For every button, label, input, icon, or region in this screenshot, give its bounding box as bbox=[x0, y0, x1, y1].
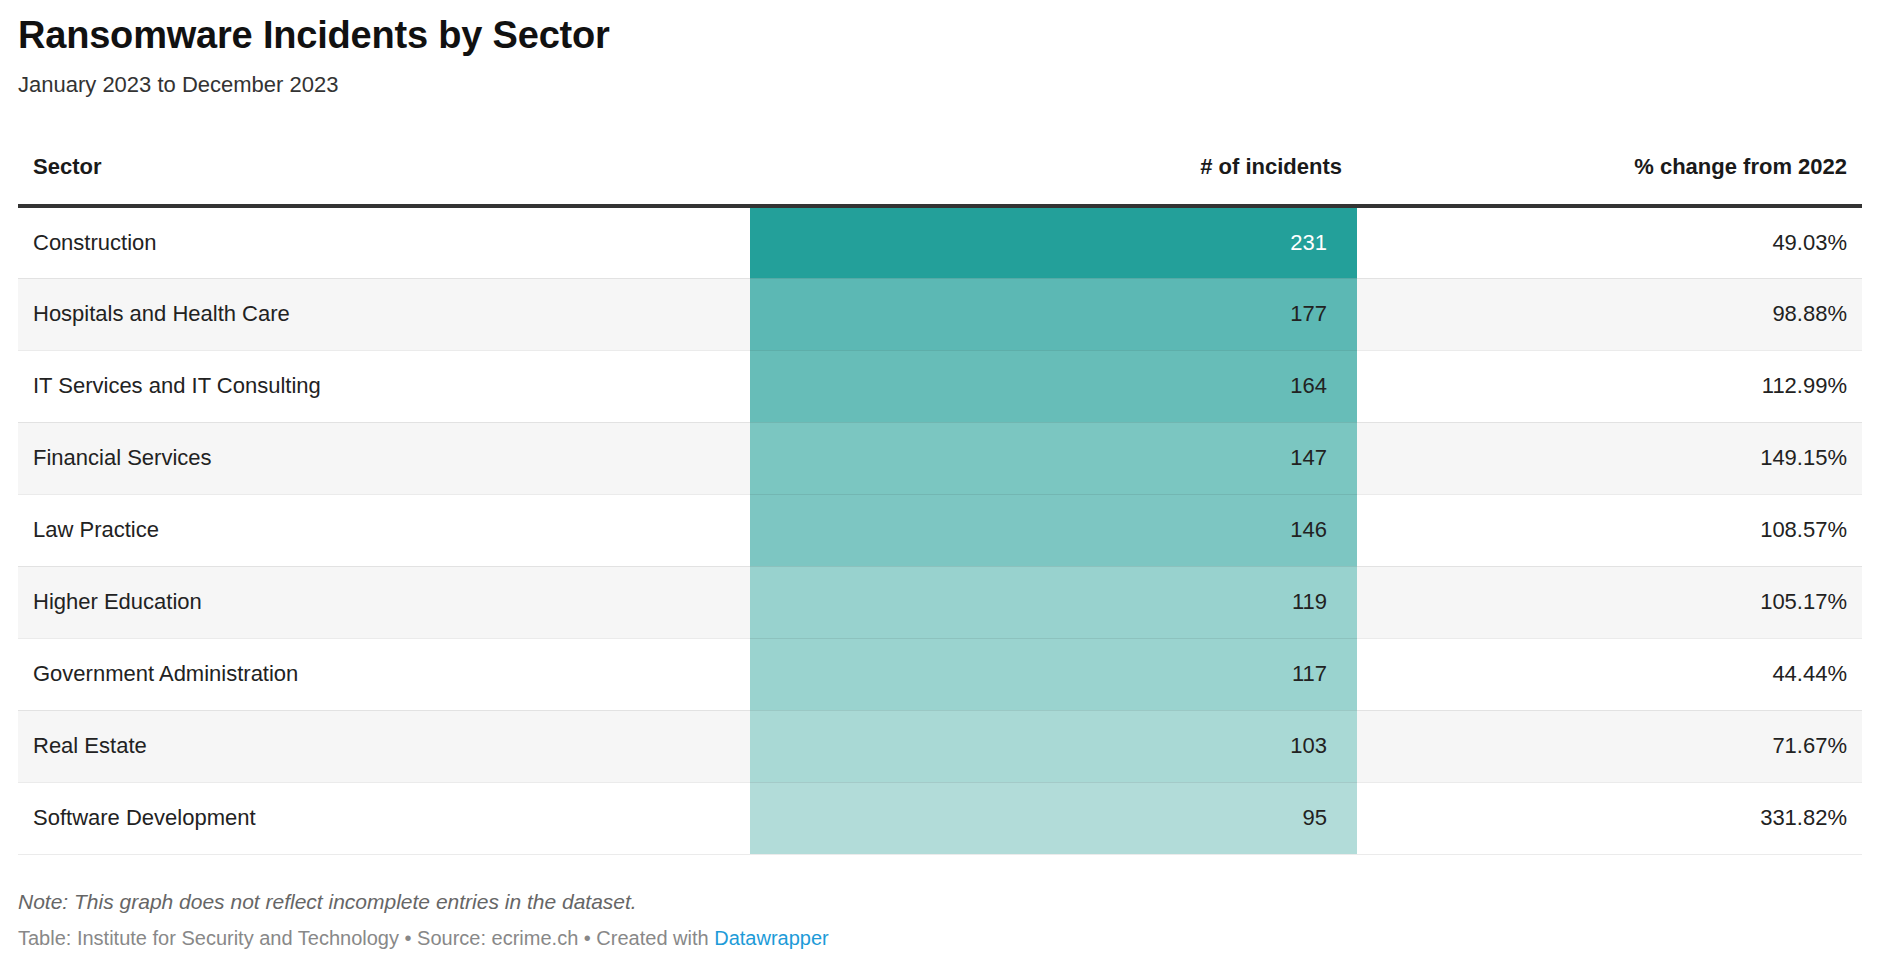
incidents-heat-cell: 164 bbox=[750, 350, 1357, 422]
change-cell: 71.67% bbox=[1357, 710, 1862, 782]
sector-cell: Financial Services bbox=[18, 422, 750, 494]
ransomware-table-visualization: Ransomware Incidents by Sector January 2… bbox=[0, 0, 1880, 951]
change-cell: 44.44% bbox=[1357, 638, 1862, 710]
credit-line: Table: Institute for Security and Techno… bbox=[18, 925, 1862, 951]
change-cell: 108.57% bbox=[1357, 494, 1862, 566]
change-cell: 112.99% bbox=[1357, 350, 1862, 422]
table-row: Construction 231 49.03% bbox=[18, 206, 1862, 278]
credit-text: Table: Institute for Security and Techno… bbox=[18, 927, 714, 949]
change-cell: 98.88% bbox=[1357, 278, 1862, 350]
incidents-heat-cell: 177 bbox=[750, 278, 1357, 350]
column-header-sector: Sector bbox=[18, 98, 750, 206]
datawrapper-link[interactable]: Datawrapper bbox=[714, 927, 829, 949]
table-row: Higher Education 119 105.17% bbox=[18, 566, 1862, 638]
table-header-row: Sector # of incidents % change from 2022 bbox=[18, 98, 1862, 206]
column-header-incidents: # of incidents bbox=[750, 98, 1357, 206]
table-row: Law Practice 146 108.57% bbox=[18, 494, 1862, 566]
change-cell: 331.82% bbox=[1357, 782, 1862, 854]
sector-cell: Software Development bbox=[18, 782, 750, 854]
sector-cell: Real Estate bbox=[18, 710, 750, 782]
incidents-heat-cell: 103 bbox=[750, 710, 1357, 782]
sector-cell: Construction bbox=[18, 206, 750, 278]
incidents-heat-cell: 146 bbox=[750, 494, 1357, 566]
change-cell: 149.15% bbox=[1357, 422, 1862, 494]
table-row: Government Administration 117 44.44% bbox=[18, 638, 1862, 710]
sector-cell: Hospitals and Health Care bbox=[18, 278, 750, 350]
vis-header: Ransomware Incidents by Sector January 2… bbox=[0, 0, 1880, 98]
change-cell: 105.17% bbox=[1357, 566, 1862, 638]
incidents-heat-cell: 147 bbox=[750, 422, 1357, 494]
vis-footer: Note: This graph does not reflect incomp… bbox=[18, 889, 1862, 951]
footnote: Note: This graph does not reflect incomp… bbox=[18, 889, 1862, 915]
incidents-heat-cell: 95 bbox=[750, 782, 1357, 854]
sector-cell: Government Administration bbox=[18, 638, 750, 710]
sector-cell: Higher Education bbox=[18, 566, 750, 638]
page-subtitle: January 2023 to December 2023 bbox=[18, 72, 1862, 98]
column-header-change: % change from 2022 bbox=[1357, 98, 1862, 206]
page-title: Ransomware Incidents by Sector bbox=[18, 14, 1862, 56]
incidents-heat-cell: 119 bbox=[750, 566, 1357, 638]
change-cell: 49.03% bbox=[1357, 206, 1862, 278]
sector-cell: Law Practice bbox=[18, 494, 750, 566]
table-row: Hospitals and Health Care 177 98.88% bbox=[18, 278, 1862, 350]
table-row: Financial Services 147 149.15% bbox=[18, 422, 1862, 494]
table-row: IT Services and IT Consulting 164 112.99… bbox=[18, 350, 1862, 422]
sector-cell: IT Services and IT Consulting bbox=[18, 350, 750, 422]
incidents-heat-cell: 117 bbox=[750, 638, 1357, 710]
incidents-table: Sector # of incidents % change from 2022… bbox=[18, 98, 1862, 855]
table-row: Software Development 95 331.82% bbox=[18, 782, 1862, 854]
table-row: Real Estate 103 71.67% bbox=[18, 710, 1862, 782]
incidents-heat-cell: 231 bbox=[750, 206, 1357, 278]
